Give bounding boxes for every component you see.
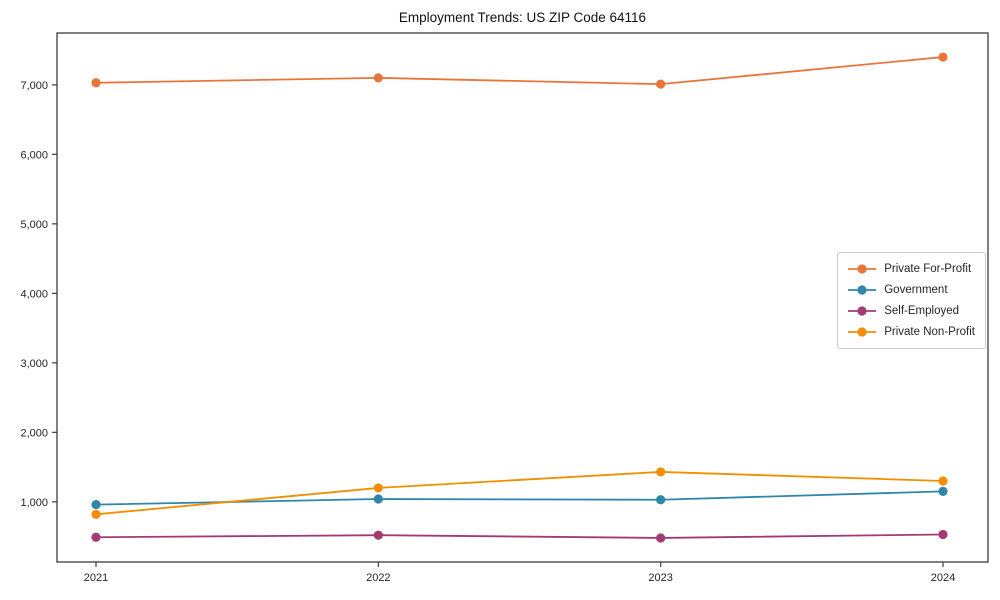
- y-tick-label: 4,000: [20, 288, 48, 300]
- series-line-self-employed: [95, 533, 944, 539]
- y-tick-label: 3,000: [20, 358, 48, 370]
- data-point-private-non-profit: [373, 483, 383, 493]
- data-point-government: [938, 486, 948, 496]
- data-point-self-employed: [373, 530, 383, 540]
- legend-marker-government: [848, 285, 877, 295]
- legend-marker-private-non-profit: [848, 327, 877, 337]
- chart-title: Employment Trends: US ZIP Code 64116: [398, 10, 647, 25]
- data-point-private-non-profit: [938, 476, 948, 486]
- y-tick-label: 7,000: [20, 80, 48, 92]
- x-tick-label: 2023: [648, 572, 672, 584]
- data-point-self-employed: [938, 529, 948, 540]
- data-point-self-employed: [656, 533, 666, 543]
- y-tick-label: 2,000: [20, 427, 48, 439]
- y-tick-label: 5,000: [20, 219, 48, 231]
- y-tick-label: 1,000: [20, 497, 48, 509]
- x-tick-label: 2022: [366, 572, 390, 584]
- data-point-private-non-profit: [91, 509, 101, 519]
- legend-marker-private-for-profit: [848, 264, 877, 274]
- plot-border: [56, 32, 989, 563]
- legend-item-self-employed: Self-Employed: [847, 302, 975, 320]
- series-line-private-non-profit: [95, 471, 944, 516]
- data-point-government: [91, 499, 101, 510]
- legend-label-private-non-profit: Private Non-Profit: [884, 326, 975, 338]
- legend-label-government: Government: [884, 284, 948, 296]
- legend-label-self-employed: Self-Employed: [884, 305, 960, 317]
- data-point-private-for-profit: [656, 79, 666, 89]
- data-point-private-non-profit: [656, 467, 666, 477]
- legend-item-government: Government: [847, 281, 975, 299]
- data-point-private-for-profit: [91, 78, 101, 88]
- y-tick-label: 6,000: [20, 149, 48, 161]
- x-tick-label: 2024: [931, 572, 955, 584]
- legend: Private For-Profit Government Self-Employe…: [837, 252, 986, 349]
- legend-label-private-for-profit: Private For-Profit: [884, 263, 972, 275]
- data-point-government: [373, 494, 383, 504]
- data-point-government: [656, 495, 666, 505]
- data-point-private-for-profit: [373, 73, 383, 83]
- data-point-self-employed: [91, 532, 101, 542]
- series-line-private-for-profit: [95, 56, 944, 86]
- legend-item-private-non-profit: Private Non-Profit: [847, 323, 975, 341]
- x-tick-label: 2021: [84, 572, 108, 584]
- data-point-private-for-profit: [938, 52, 948, 62]
- legend-item-private-for-profit: Private For-Profit: [847, 260, 975, 278]
- legend-marker-self-employed: [848, 306, 877, 316]
